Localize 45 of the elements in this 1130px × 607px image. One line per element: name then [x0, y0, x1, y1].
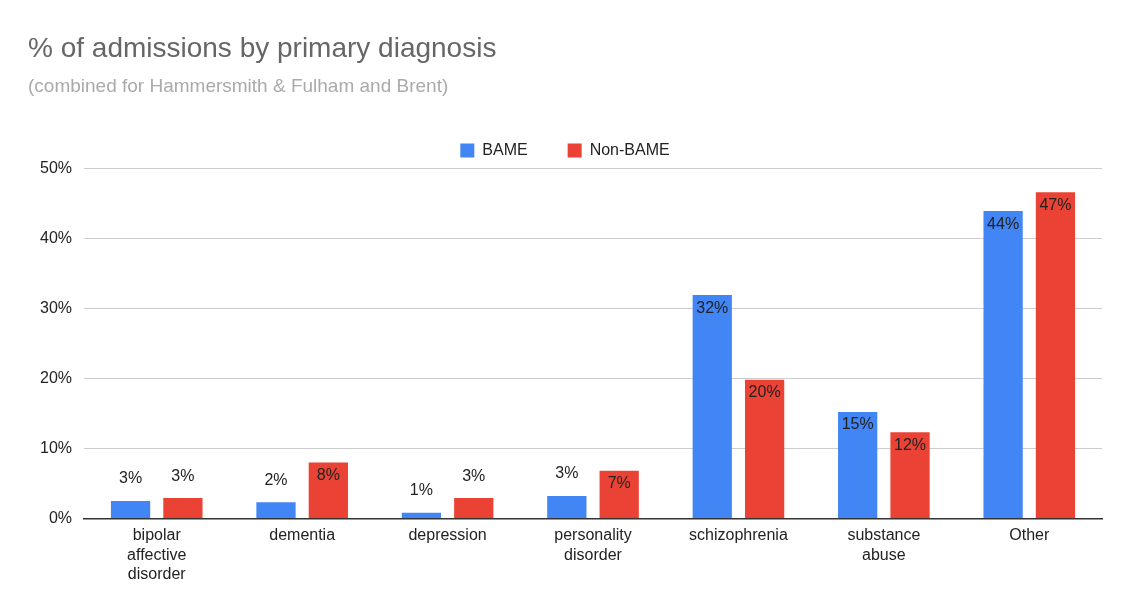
data-label: 44% [987, 214, 1020, 232]
bar [256, 502, 296, 518]
bar [163, 498, 203, 518]
bar [401, 512, 442, 518]
x-tick-label: personality disorder [554, 526, 632, 563]
legend-label: Non-BAME [589, 140, 670, 158]
y-tick-label: 0% [48, 508, 73, 526]
bar [838, 412, 878, 518]
y-tick-label: 10% [39, 438, 73, 456]
data-label: 3% [119, 469, 143, 487]
data-label: 15% [841, 415, 874, 433]
data-label: 3% [462, 466, 486, 484]
bar [983, 211, 1023, 518]
x-tick-label: dementia [269, 526, 336, 544]
x-tick-label: Other [1009, 526, 1050, 544]
data-label: 2% [264, 470, 288, 488]
y-tick-label: 50% [39, 158, 73, 176]
data-label: 32% [696, 298, 729, 316]
bar [692, 295, 732, 518]
data-label: 20% [748, 383, 781, 401]
data-label: 8% [316, 465, 340, 483]
data-label: 12% [894, 435, 927, 453]
data-label: 3% [171, 466, 195, 484]
x-tick-label: schizophrenia [689, 526, 788, 544]
data-label: 7% [607, 474, 631, 492]
chart-subtitle: (combined for Hammersmith & Fulham and Brent) [28, 75, 449, 97]
data-label: 3% [555, 464, 579, 482]
y-tick-label: 20% [39, 368, 73, 386]
bar [110, 500, 151, 518]
bar [1035, 192, 1076, 518]
legend-label: BAME [482, 140, 528, 158]
data-label: 1% [409, 481, 433, 499]
x-tick-label: bipolar affective disorder [127, 526, 187, 582]
bar [744, 379, 785, 518]
data-label: 47% [1039, 195, 1072, 213]
bar [454, 498, 494, 518]
chart-title: % of admissions by primary diagnosis [28, 31, 497, 63]
x-tick-label: substance abuse [847, 526, 921, 563]
y-tick-label: 30% [39, 298, 73, 316]
bar [599, 470, 639, 518]
bar [547, 496, 587, 518]
y-tick-label: 40% [39, 228, 73, 246]
x-tick-label: depression [408, 526, 487, 544]
bar [890, 432, 930, 518]
bar [308, 462, 348, 518]
